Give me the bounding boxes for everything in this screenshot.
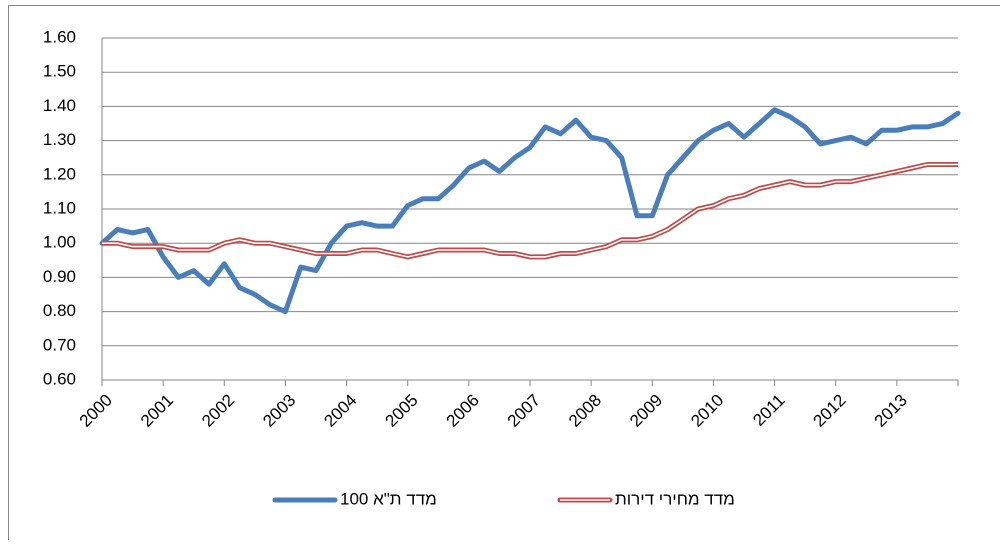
x-tick-label: 2010 (687, 391, 727, 431)
x-tick-label: 2003 (259, 391, 299, 431)
x-tick-label: 2012 (810, 391, 850, 431)
y-tick-label: 0.80 (43, 301, 76, 320)
legend-label: מדד ת"א 100 (340, 489, 437, 508)
chart-frame (9, 6, 1000, 541)
x-tick-label: 2002 (198, 391, 238, 431)
y-tick-label: 1.40 (43, 96, 76, 115)
series-line (102, 110, 958, 312)
y-tick-label: 1.20 (43, 164, 76, 183)
x-tick-label: 2005 (382, 391, 422, 431)
y-tick-label: 1.60 (43, 27, 76, 46)
x-tick-label: 2008 (565, 391, 605, 431)
y-tick-label: 1.00 (43, 233, 76, 252)
x-tick-label: 2007 (504, 391, 544, 431)
x-tick-label: 2004 (320, 391, 360, 431)
y-tick-label: 1.30 (43, 130, 76, 149)
x-tick-label: 2013 (871, 391, 911, 431)
y-tick-label: 1.10 (43, 198, 76, 217)
y-tick-label: 0.60 (43, 369, 76, 388)
x-tick-label: 2000 (76, 391, 116, 431)
y-tick-label: 0.70 (43, 335, 76, 354)
x-tick-label: 2011 (749, 391, 788, 430)
y-tick-label: 1.50 (43, 62, 76, 81)
x-tick-label: 2009 (626, 391, 666, 431)
x-tick-label: 2006 (443, 391, 483, 431)
legend-label: מדד מחירי דירות (615, 489, 735, 508)
y-tick-label: 0.90 (43, 267, 76, 286)
x-tick-label: 2001 (137, 391, 177, 431)
